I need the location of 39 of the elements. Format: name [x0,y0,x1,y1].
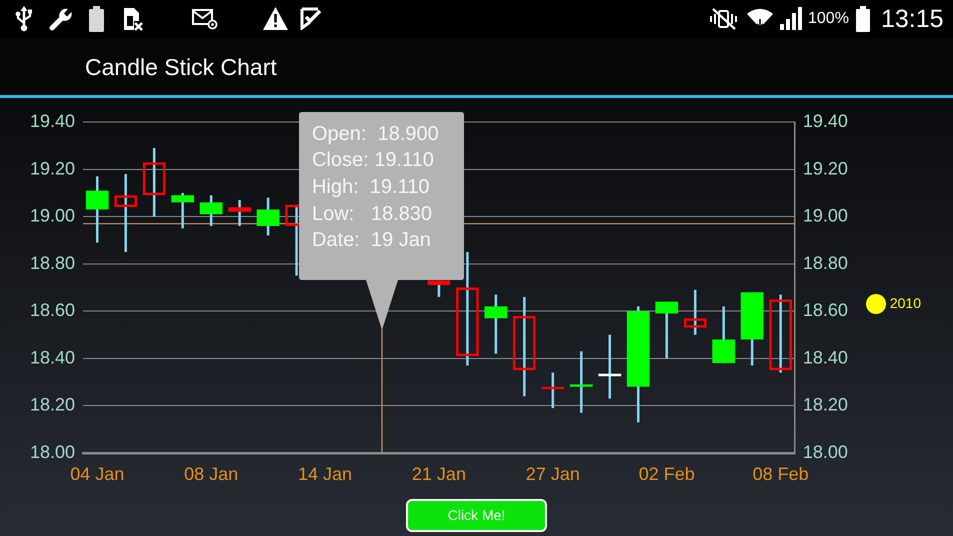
candlestick [570,350,593,414]
x-tick-label: 08 Feb [752,464,809,484]
y-tick-label: 18.40 [30,347,75,368]
candlestick [598,334,622,400]
candlestick [171,192,194,230]
x-tick-label: 27 Jan [526,464,580,484]
y-tick-label: 19.20 [30,158,75,178]
y-tick-label: 18.80 [30,252,75,273]
x-tick-label: 14 Jan [298,464,352,484]
text: 13:15 [881,5,944,33]
y2-tick-label: 18.40 [802,347,848,368]
button[interactable]: Click Me! [406,499,547,532]
y-tick-label: 18.20 [30,394,75,415]
x-tick-label: 02 Feb [638,464,695,484]
y2-tick-label: 18.60 [802,300,848,320]
candlestick [655,300,678,360]
y2-tick-label: 19.00 [802,206,848,226]
y-tick-label: 18.00 [30,442,75,462]
x-tick-label: 04 Jan [70,464,124,484]
candlestick [200,194,223,228]
y2-tick-label: 18.00 [802,442,848,462]
y2-tick-label: 18.20 [802,394,848,415]
annotation: Open: 18.900 Close: 19.110 High: 19.110 Low: 18.830 Date: 19 Jan [312,122,439,254]
y2-tick-label: 18.80 [802,252,848,273]
candlestick [484,293,508,355]
candlestick [86,175,109,244]
y2-tick-label: 19.20 [802,158,848,178]
text: 2010 [890,294,922,311]
x-tick-label: 08 Jan [184,464,238,484]
text: 100% [808,9,849,29]
y-tick-label: 18.60 [30,300,75,320]
y-tick-label: 19.00 [30,206,75,226]
candlestick [428,279,450,298]
y2-tick-label: 19.40 [802,110,848,131]
y-tick-label: 19.40 [30,110,75,131]
x-tick-label: 21 Jan [412,464,466,484]
candlestick [256,196,280,237]
chart-title: Candle Stick Chart [85,53,277,81]
candlestick [712,305,736,364]
